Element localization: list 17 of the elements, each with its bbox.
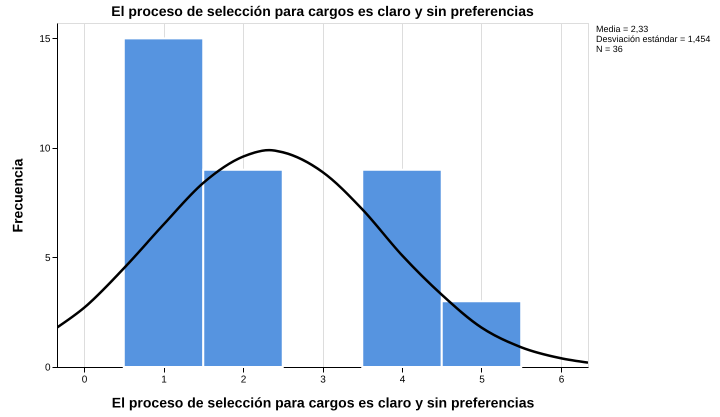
y-tick-label: 15 <box>39 34 51 45</box>
x-tick-label: 3 <box>320 374 326 386</box>
x-tick-label: 2 <box>240 374 247 386</box>
y-tick-label: 5 <box>44 252 51 264</box>
text: N = 36 <box>596 44 623 54</box>
chart-title: El proceso de selección para cargos es claro y sin preferencias <box>111 3 534 19</box>
x-tick-label: 0 <box>82 374 88 386</box>
y-axis-title: Frecuencia <box>9 158 26 232</box>
x-axis-title: El proceso de selección para cargos es claro y sin preferencias <box>112 394 534 410</box>
text: Desviación estándar = 1,454 <box>596 34 710 44</box>
x-tick-label: 6 <box>558 374 565 386</box>
x-tick-label: 5 <box>479 374 486 386</box>
text: Media = 2,33 <box>596 24 648 34</box>
x-tick-label: 4 <box>400 374 406 386</box>
x-tick-label: 1 <box>161 374 168 386</box>
y-tick-label: 10 <box>39 143 51 154</box>
y-tick-label: 0 <box>44 362 51 374</box>
